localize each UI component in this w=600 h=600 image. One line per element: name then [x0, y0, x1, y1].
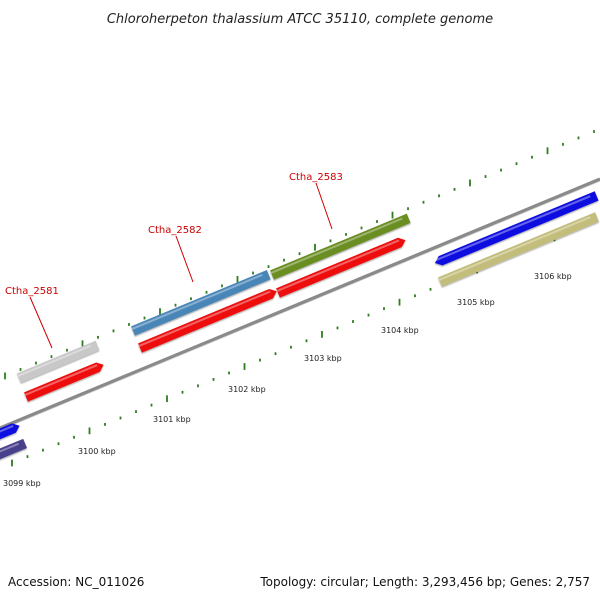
cds-blue-right [433, 191, 599, 266]
kbp-label: 3105 kbp [457, 298, 495, 307]
topology-summary: Topology: circular; Length: 3,293,456 bp… [260, 575, 590, 589]
gene-track [17, 213, 411, 383]
cds-blue-left [0, 423, 20, 440]
gene-label: Ctha_2581 [5, 286, 59, 297]
gene-ctha-2583 [270, 213, 411, 280]
genome-backbone [0, 177, 600, 431]
cds-red-3 [276, 237, 406, 298]
gene-ctha-2582 [131, 270, 271, 336]
kbp-label: 3104 kbp [381, 326, 419, 335]
gene-labels: Ctha_2581 Ctha_2582 Ctha_2583 [5, 172, 343, 349]
kbp-label: 3100 kbp [78, 447, 116, 456]
cds-red-2 [138, 288, 277, 353]
gene-leader-line [29, 296, 53, 349]
kbp-label: 3101 kbp [153, 415, 191, 424]
gene-leader-line [315, 182, 333, 230]
outer-tick-marks [4, 130, 595, 380]
kbp-label: 3102 kbp [228, 385, 266, 394]
cds-khaki [438, 212, 599, 287]
map-title: Chloroherpeton thalassium ATCC 35110, co… [107, 12, 493, 27]
kbp-label: 3103 kbp [304, 354, 342, 363]
backbone-line [0, 177, 600, 430]
accession-text: Accession: NC_011026 [8, 575, 145, 589]
cds-navy-left [0, 438, 28, 460]
kbp-label: 3106 kbp [534, 272, 572, 281]
cds-red-1 [24, 362, 104, 402]
gene-ctha-2581 [17, 340, 100, 383]
gene-label: Ctha_2583 [289, 172, 343, 183]
gene-leader-line [175, 235, 194, 283]
kbp-labels: 3099 kbp 3100 kbp 3101 kbp 3102 kbp 3103 kbp… [3, 272, 572, 488]
kbp-label: 3099 kbp [3, 479, 41, 488]
feature-track [0, 191, 599, 460]
gene-label: Ctha_2582 [148, 225, 202, 236]
